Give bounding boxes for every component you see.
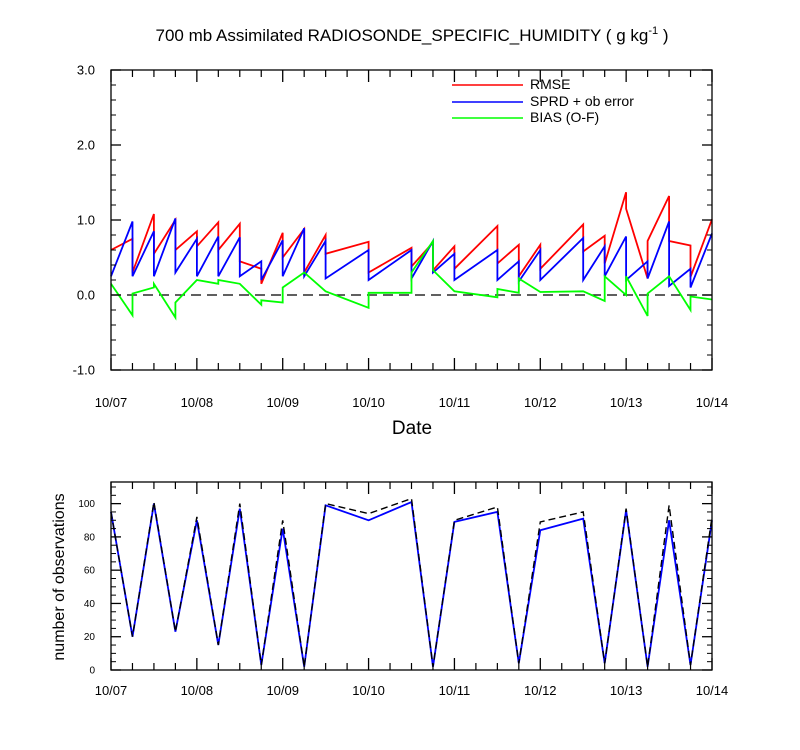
y-tick-label: 0 <box>89 666 95 677</box>
x-tick-label: 10/09 <box>266 683 299 698</box>
x-tick-label: 10/07 <box>95 395 128 410</box>
x-tick-label: 10/13 <box>610 683 643 698</box>
title-main: 700 mb Assimilated RADIOSONDE_SPECIFIC_H… <box>156 26 649 45</box>
y-tick-label: 40 <box>84 599 96 610</box>
x-tick-label: 10/11 <box>439 395 471 410</box>
y-tick-label: 1.0 <box>77 213 95 228</box>
y-tick-label: 0.0 <box>77 288 95 303</box>
figure-title: 700 mb Assimilated RADIOSONDE_SPECIFIC_H… <box>156 25 669 45</box>
top-chart-series-group <box>110 192 713 321</box>
top-chart: 10/07 10/08 10/09 10/10 10/11 10/12 10/13 10/14… <box>73 63 729 439</box>
top-chart-x-axis-title: Date <box>392 418 432 439</box>
bottom-chart-y-axis-title: number of observations <box>51 493 68 660</box>
x-tick-label: 10/14 <box>696 395 729 410</box>
x-tick-label: 10/08 <box>181 395 214 410</box>
title-end: ) <box>658 26 668 45</box>
y-tick-label: 100 <box>78 499 95 510</box>
x-tick-label: 10/11 <box>439 683 471 698</box>
legend-label-bias: BIAS (O-F) <box>530 109 599 125</box>
top-chart-axes: 10/07 10/08 10/09 10/10 10/11 10/12 10/13 10/14… <box>73 63 729 410</box>
x-tick-label: 10/12 <box>524 683 557 698</box>
y-tick-label: -1.0 <box>73 363 95 378</box>
x-tick-label: 10/10 <box>352 683 385 698</box>
legend-label-sprd: SPRD + ob error <box>530 93 634 109</box>
x-tick-label: 10/12 <box>524 395 557 410</box>
y-tick-label: 20 <box>84 632 96 643</box>
x-tick-label: 10/09 <box>266 395 299 410</box>
legend-label-rmse: RMSE <box>530 76 570 92</box>
x-tick-label: 10/10 <box>352 395 385 410</box>
series-line-bias-o-f <box>110 238 713 321</box>
series-line-sprd-ob-error <box>110 218 713 288</box>
y-tick-label: 2.0 <box>77 138 95 153</box>
x-tick-label: 10/13 <box>610 395 643 410</box>
title-superscript: -1 <box>648 25 658 37</box>
series-line-series-1 <box>110 497 713 667</box>
bottom-chart-series-group <box>110 497 713 667</box>
x-tick-label: 10/08 <box>181 683 214 698</box>
x-tick-label: 10/07 <box>95 683 128 698</box>
top-chart-plot-frame <box>110 69 713 371</box>
series-line-series-0 <box>110 500 713 667</box>
bottom-chart: 10/07 10/08 10/09 10/10 10/11 10/12 10/13 10/14… <box>51 481 728 698</box>
bottom-chart-plot-frame <box>110 481 713 671</box>
y-tick-label: 3.0 <box>77 63 95 78</box>
bottom-chart-axes: 10/07 10/08 10/09 10/10 10/11 10/12 10/13 10/14… <box>78 482 728 698</box>
top-chart-legend: RMSE SPRD + ob error BIAS (O-F) <box>452 76 634 125</box>
y-tick-label: 80 <box>84 532 96 543</box>
y-tick-label: 60 <box>84 566 96 577</box>
x-tick-label: 10/14 <box>696 683 729 698</box>
